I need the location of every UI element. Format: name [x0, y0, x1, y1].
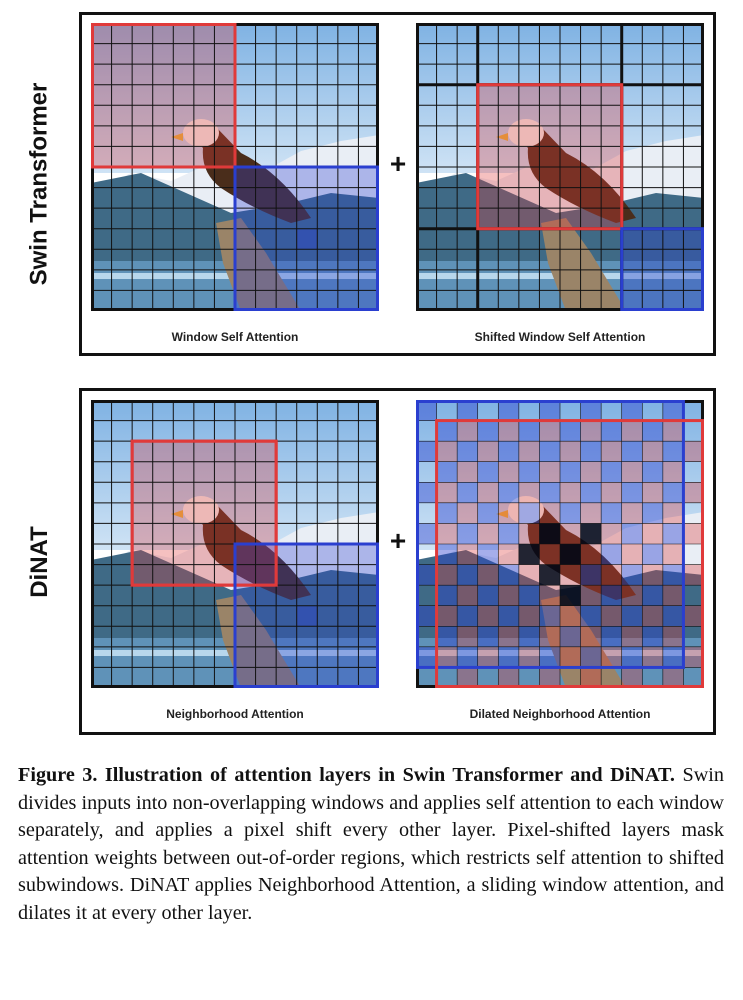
dilated-neighborhood-attention-figure [416, 400, 704, 688]
red-window-border [91, 23, 237, 169]
plus-sign-dinat: + [389, 525, 407, 556]
tree-stump [541, 218, 626, 311]
dark-overlap-cell [539, 523, 560, 544]
row-label-dinat-text: DiNAT [25, 525, 53, 598]
blue-window-border [233, 165, 379, 311]
row-label-dinat: DiNAT [0, 388, 79, 735]
eagle-body [186, 501, 311, 600]
dark-overlap-cell [539, 564, 560, 586]
blue-dilated-border [416, 400, 685, 669]
dilated-neighborhood-attention-title: Dilated Neighborhood Attention [469, 707, 651, 721]
tree-stump [541, 595, 626, 688]
row-label-swin: Swin Transformer [0, 12, 79, 356]
blue-query-cell [296, 605, 318, 627]
eagle-beak [171, 510, 183, 518]
swsa-svg [416, 23, 704, 311]
eagle-body [511, 124, 636, 223]
neighborhood-attention-figure [91, 400, 379, 688]
dark-overlap-cell [560, 544, 581, 565]
shifted-window-self-attention-figure [416, 23, 704, 311]
figure-border [416, 23, 704, 311]
eagle-beak [496, 510, 508, 518]
wsa-svg [91, 23, 379, 311]
red-dilated-border [435, 419, 704, 688]
blue-neighborhood-border [233, 542, 379, 688]
eagle-body [186, 124, 311, 223]
eagle-beak [171, 133, 183, 141]
blue-shifted-window-border [620, 227, 704, 311]
red-window [91, 23, 237, 169]
tree-stump [216, 218, 301, 311]
blue-query-cell [296, 228, 318, 250]
window-self-attention-title: Window Self Attention [171, 330, 299, 344]
tree-stump [216, 595, 301, 688]
blue-shifted-window [620, 227, 704, 311]
figure-caption-body: Swin divides inputs into non-overlapping… [18, 764, 724, 924]
figure-caption: Figure 3. Illustration of attention laye… [18, 762, 724, 928]
red-shifted-window [476, 83, 624, 231]
window-self-attention-figure [91, 23, 379, 311]
figure-caption-title: Figure 3. Illustration of attention laye… [18, 764, 675, 786]
red-neighborhood-border [130, 439, 278, 587]
blue-window [233, 165, 379, 311]
dark-overlap-cell [560, 585, 581, 606]
dark-overlap-cell [580, 523, 602, 544]
eagle-beak [496, 133, 508, 141]
row-label-swin-text: Swin Transformer [25, 82, 53, 286]
dna-svg [416, 400, 704, 688]
neighborhood-attention-title: Neighborhood Attention [166, 707, 304, 721]
dark-overlap-cell [518, 544, 540, 565]
plus-sign-swin: + [389, 148, 407, 179]
red-shifted-window-border [476, 83, 624, 231]
shifted-window-self-attention-title: Shifted Window Self Attention [474, 330, 646, 344]
na-svg [91, 400, 379, 688]
